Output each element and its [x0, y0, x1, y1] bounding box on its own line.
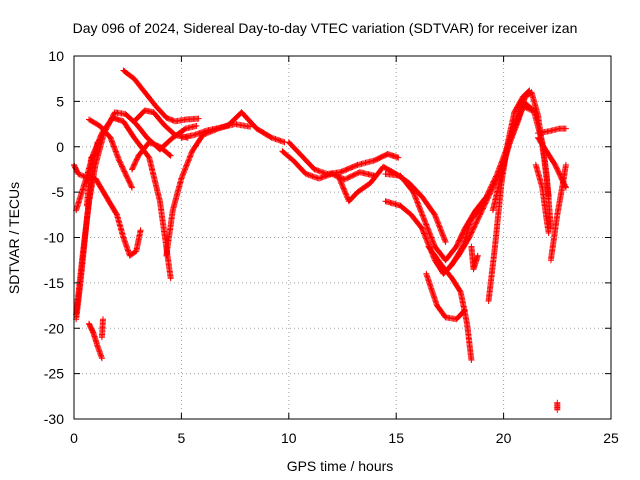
y-tick-label: -15 — [44, 275, 64, 291]
series-arc-29 — [554, 399, 561, 413]
series-points — [554, 399, 561, 413]
series-points — [532, 161, 552, 236]
series-points — [535, 125, 569, 137]
y-tick-label: -5 — [52, 184, 65, 200]
series-points — [178, 121, 254, 141]
series-points — [425, 243, 475, 363]
series-arc-06 — [86, 320, 105, 362]
series-arc-09 — [120, 67, 202, 125]
series-points — [535, 134, 569, 191]
series-points — [86, 320, 105, 362]
y-tick-label: 5 — [56, 93, 64, 109]
x-tick-label: 15 — [388, 430, 404, 446]
series-points — [129, 139, 174, 173]
chart-title: Day 096 of 2024, Sidereal Day-to-day VTE… — [73, 20, 578, 36]
series-arc-11 — [129, 139, 174, 173]
series-arc-20 — [423, 270, 468, 323]
y-axis-label: SDTVAR / TECUs — [6, 182, 22, 294]
data-points — [71, 67, 569, 413]
series-points — [83, 148, 101, 209]
x-tick-label: 0 — [70, 430, 78, 446]
series-arc-19 — [425, 243, 475, 363]
x-tick-label: 25 — [603, 430, 619, 446]
y-tick-label: -20 — [44, 320, 64, 336]
series-arc-05 — [83, 148, 101, 209]
y-tick-label: 0 — [56, 139, 64, 155]
series-points — [423, 270, 468, 323]
series-arc-13 — [178, 121, 254, 141]
series-arc-27 — [535, 125, 569, 137]
series-arc-08 — [86, 116, 135, 191]
series-arc-07 — [98, 316, 106, 341]
series-arc-23 — [485, 87, 533, 304]
series-points — [86, 116, 135, 191]
series-arc-28 — [535, 134, 569, 191]
series-points — [468, 243, 481, 273]
series-arc-22 — [468, 243, 481, 273]
series-points — [120, 67, 202, 125]
series-points — [485, 87, 533, 304]
y-tick-label: -10 — [44, 230, 64, 246]
axis-ticks: 10 5 0 -5 -10 -15 -20 -25 -30 0 5 10 15 20 25 — [44, 48, 619, 446]
y-tick-label: -25 — [44, 366, 64, 382]
x-tick-label: 20 — [496, 430, 512, 446]
x-tick-label: 10 — [281, 430, 297, 446]
x-tick-label: 5 — [178, 430, 186, 446]
series-points — [98, 316, 106, 341]
series-arc-25 — [532, 161, 552, 236]
y-tick-label: -30 — [44, 411, 64, 427]
y-tick-label: 10 — [48, 48, 64, 64]
x-axis-label: GPS time / hours — [287, 458, 394, 474]
